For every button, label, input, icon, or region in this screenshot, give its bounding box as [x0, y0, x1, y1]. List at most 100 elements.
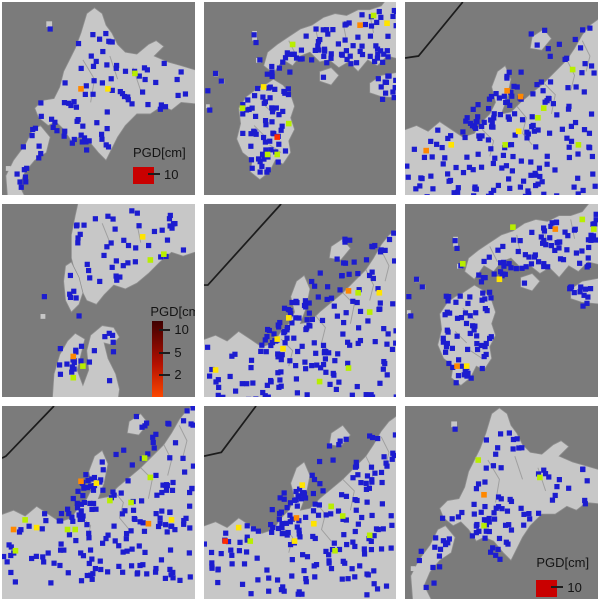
station-marker	[275, 354, 281, 360]
station-marker	[151, 445, 157, 451]
station-marker	[301, 359, 308, 365]
station-marker	[457, 293, 464, 299]
station-marker	[232, 388, 238, 394]
station-marker	[186, 550, 192, 556]
station-marker-high	[356, 22, 363, 28]
station-marker	[161, 60, 167, 67]
station-marker	[132, 259, 138, 265]
station-marker	[260, 156, 267, 162]
station-marker	[590, 153, 596, 160]
station-marker	[585, 255, 592, 261]
station-marker	[549, 242, 555, 249]
station-marker	[496, 494, 502, 500]
station-marker	[476, 133, 482, 139]
station-marker	[324, 296, 330, 303]
station-marker	[212, 70, 218, 77]
station-marker	[437, 564, 443, 570]
station-marker	[267, 84, 273, 90]
station-marker	[229, 561, 235, 567]
legend-tick	[551, 586, 564, 589]
station-marker	[537, 173, 543, 180]
station-marker	[587, 145, 593, 151]
station-marker	[498, 431, 504, 437]
station-marker	[78, 132, 84, 138]
station-marker	[290, 335, 297, 341]
station-marker	[244, 523, 250, 529]
station-marker	[85, 267, 92, 274]
station-marker	[372, 43, 379, 49]
station-marker-high	[579, 216, 586, 223]
station-marker	[117, 274, 123, 280]
station-marker	[38, 113, 44, 119]
station-marker	[541, 191, 547, 195]
station-marker	[316, 502, 322, 508]
station-marker	[311, 476, 317, 483]
map-panel-chubu-g	[2, 406, 195, 599]
station-marker-high	[591, 226, 597, 232]
station-marker	[339, 576, 345, 582]
station-marker-high	[33, 524, 40, 531]
station-marker	[430, 564, 436, 571]
station-marker	[282, 148, 288, 154]
station-marker	[569, 284, 575, 290]
prefecture-border	[315, 502, 332, 542]
station-marker	[381, 454, 387, 460]
station-marker	[451, 190, 458, 195]
station-marker	[172, 527, 178, 533]
station-marker	[112, 538, 118, 544]
station-marker	[503, 522, 509, 528]
station-marker	[331, 303, 337, 309]
station-marker	[449, 516, 456, 522]
station-marker	[542, 228, 548, 234]
station-marker	[527, 516, 533, 522]
legend-tick	[159, 328, 171, 331]
station-marker	[157, 515, 163, 521]
station-marker	[528, 172, 534, 178]
station-marker	[75, 40, 82, 47]
station-marker	[369, 394, 375, 397]
station-marker	[431, 580, 437, 586]
station-marker	[69, 514, 75, 520]
station-marker	[227, 547, 234, 553]
station-marker	[252, 396, 259, 397]
map-panel-hokkaido-a: PGD[cm] 10	[2, 2, 195, 195]
map-canvas	[405, 204, 598, 397]
station-marker	[456, 185, 462, 191]
station-marker	[354, 34, 361, 40]
station-marker	[346, 342, 352, 348]
station-marker	[41, 294, 47, 300]
station-marker	[510, 153, 516, 160]
station-marker	[512, 111, 518, 117]
station-marker	[565, 85, 571, 91]
station-marker	[254, 577, 261, 583]
station-marker	[455, 315, 461, 321]
station-marker	[542, 27, 548, 33]
station-marker	[241, 561, 247, 567]
station-marker	[320, 74, 326, 80]
station-marker	[276, 516, 282, 522]
station-marker-high	[475, 457, 482, 463]
station-marker	[110, 339, 116, 345]
station-marker	[232, 351, 238, 357]
station-marker	[312, 47, 318, 53]
station-marker	[303, 325, 309, 331]
station-marker	[78, 343, 85, 349]
station-marker	[281, 490, 287, 496]
station-marker	[526, 511, 532, 517]
station-marker	[327, 381, 333, 387]
station-marker	[382, 79, 388, 85]
station-marker	[271, 86, 278, 92]
station-marker	[384, 341, 390, 347]
station-marker	[354, 299, 360, 306]
station-marker	[80, 123, 86, 129]
station-marker	[83, 139, 89, 145]
station-marker	[557, 239, 563, 245]
station-marker	[20, 144, 26, 150]
station-marker	[453, 380, 460, 386]
station-marker	[511, 83, 517, 89]
station-marker	[454, 245, 460, 251]
station-marker	[549, 220, 556, 226]
station-marker-high	[12, 547, 19, 554]
station-marker	[523, 252, 529, 258]
station-marker	[296, 486, 302, 492]
